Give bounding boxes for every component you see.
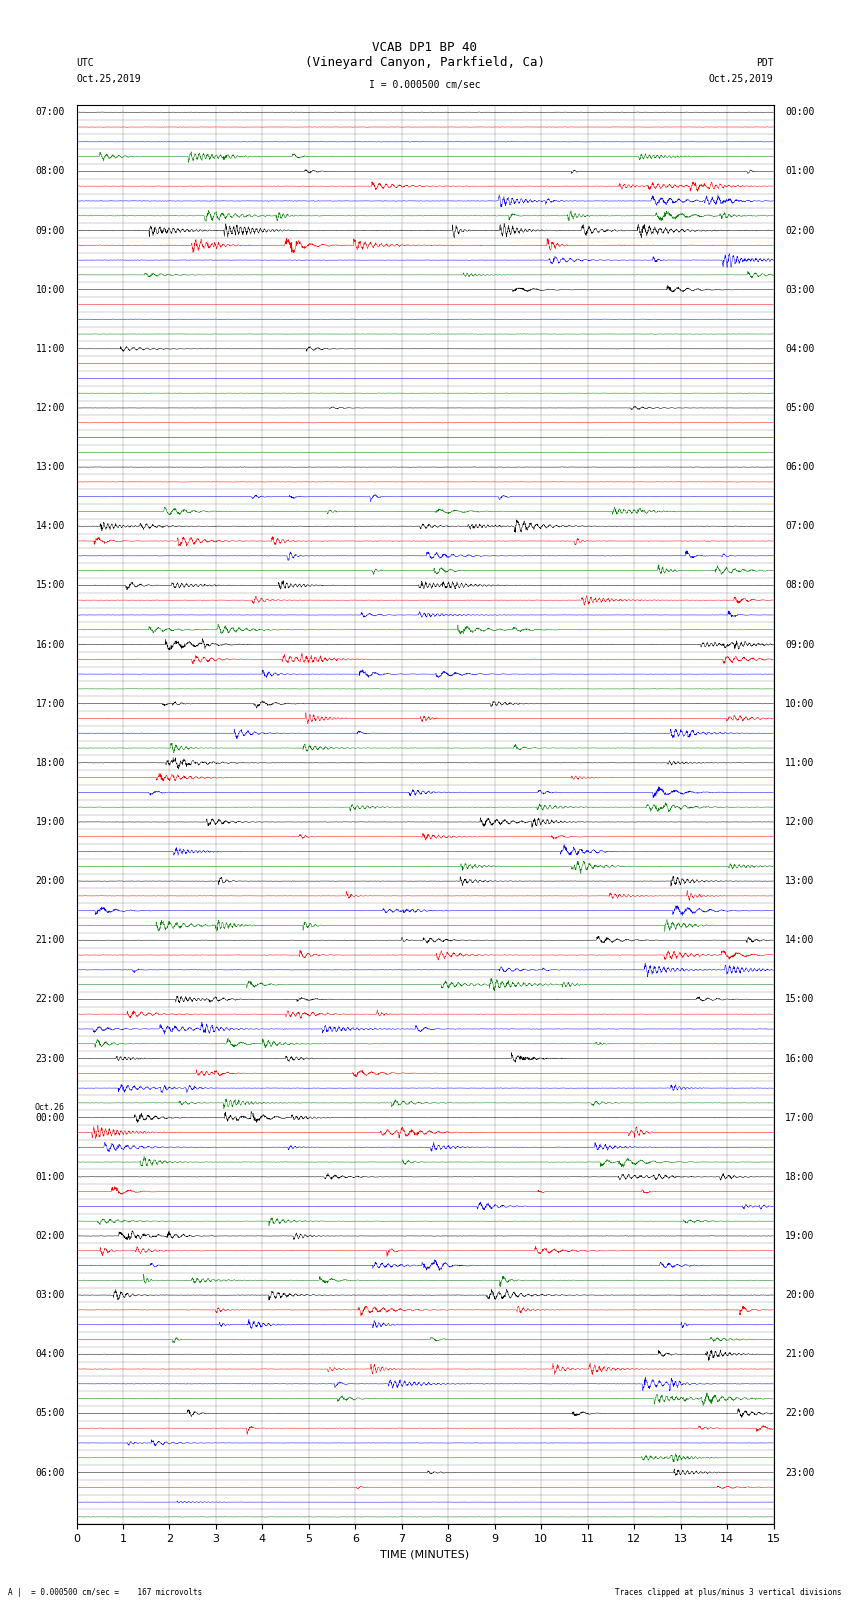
Text: 08:00: 08:00 — [36, 166, 65, 176]
X-axis label: TIME (MINUTES): TIME (MINUTES) — [381, 1550, 469, 1560]
Text: 20:00: 20:00 — [785, 1290, 814, 1300]
Text: 07:00: 07:00 — [36, 106, 65, 118]
Text: 00:00: 00:00 — [785, 106, 814, 118]
Text: 09:00: 09:00 — [785, 639, 814, 650]
Text: 10:00: 10:00 — [785, 698, 814, 708]
Text: 07:00: 07:00 — [785, 521, 814, 531]
Text: 19:00: 19:00 — [36, 816, 65, 827]
Title: VCAB DP1 BP 40
(Vineyard Canyon, Parkfield, Ca): VCAB DP1 BP 40 (Vineyard Canyon, Parkfie… — [305, 40, 545, 69]
Text: 03:00: 03:00 — [36, 1290, 65, 1300]
Text: Oct.25,2019: Oct.25,2019 — [709, 74, 774, 84]
Text: 14:00: 14:00 — [36, 521, 65, 531]
Text: 06:00: 06:00 — [36, 1468, 65, 1478]
Text: 21:00: 21:00 — [785, 1348, 814, 1360]
Text: 04:00: 04:00 — [785, 344, 814, 353]
Text: PDT: PDT — [756, 58, 774, 68]
Text: 02:00: 02:00 — [785, 226, 814, 235]
Text: 15:00: 15:00 — [36, 581, 65, 590]
Text: 06:00: 06:00 — [785, 461, 814, 473]
Text: 11:00: 11:00 — [36, 344, 65, 353]
Text: 16:00: 16:00 — [36, 639, 65, 650]
Text: Traces clipped at plus/minus 3 vertical divisions: Traces clipped at plus/minus 3 vertical … — [615, 1587, 842, 1597]
Text: 12:00: 12:00 — [36, 403, 65, 413]
Text: Oct.25,2019: Oct.25,2019 — [76, 74, 141, 84]
Text: 12:00: 12:00 — [785, 816, 814, 827]
Text: 02:00: 02:00 — [36, 1231, 65, 1240]
Text: 15:00: 15:00 — [785, 994, 814, 1005]
Text: 05:00: 05:00 — [36, 1408, 65, 1418]
Text: 23:00: 23:00 — [36, 1053, 65, 1063]
Text: Oct.26: Oct.26 — [35, 1103, 65, 1111]
Text: 17:00: 17:00 — [785, 1113, 814, 1123]
Text: 09:00: 09:00 — [36, 226, 65, 235]
Text: 10:00: 10:00 — [36, 284, 65, 295]
Text: 11:00: 11:00 — [785, 758, 814, 768]
Text: 08:00: 08:00 — [785, 581, 814, 590]
Text: 21:00: 21:00 — [36, 936, 65, 945]
Text: 13:00: 13:00 — [785, 876, 814, 886]
Text: 01:00: 01:00 — [36, 1171, 65, 1182]
Text: 13:00: 13:00 — [36, 461, 65, 473]
Text: 00:00: 00:00 — [36, 1113, 65, 1123]
Text: 04:00: 04:00 — [36, 1348, 65, 1360]
Text: 03:00: 03:00 — [785, 284, 814, 295]
Text: 01:00: 01:00 — [785, 166, 814, 176]
Text: 22:00: 22:00 — [36, 994, 65, 1005]
Text: UTC: UTC — [76, 58, 94, 68]
Text: I = 0.000500 cm/sec: I = 0.000500 cm/sec — [369, 81, 481, 90]
Text: 18:00: 18:00 — [36, 758, 65, 768]
Text: 22:00: 22:00 — [785, 1408, 814, 1418]
Text: A |  = 0.000500 cm/sec =    167 microvolts: A | = 0.000500 cm/sec = 167 microvolts — [8, 1587, 203, 1597]
Text: 20:00: 20:00 — [36, 876, 65, 886]
Text: 16:00: 16:00 — [785, 1053, 814, 1063]
Text: 23:00: 23:00 — [785, 1468, 814, 1478]
Text: 05:00: 05:00 — [785, 403, 814, 413]
Text: 14:00: 14:00 — [785, 936, 814, 945]
Text: 19:00: 19:00 — [785, 1231, 814, 1240]
Text: 17:00: 17:00 — [36, 698, 65, 708]
Text: 18:00: 18:00 — [785, 1171, 814, 1182]
